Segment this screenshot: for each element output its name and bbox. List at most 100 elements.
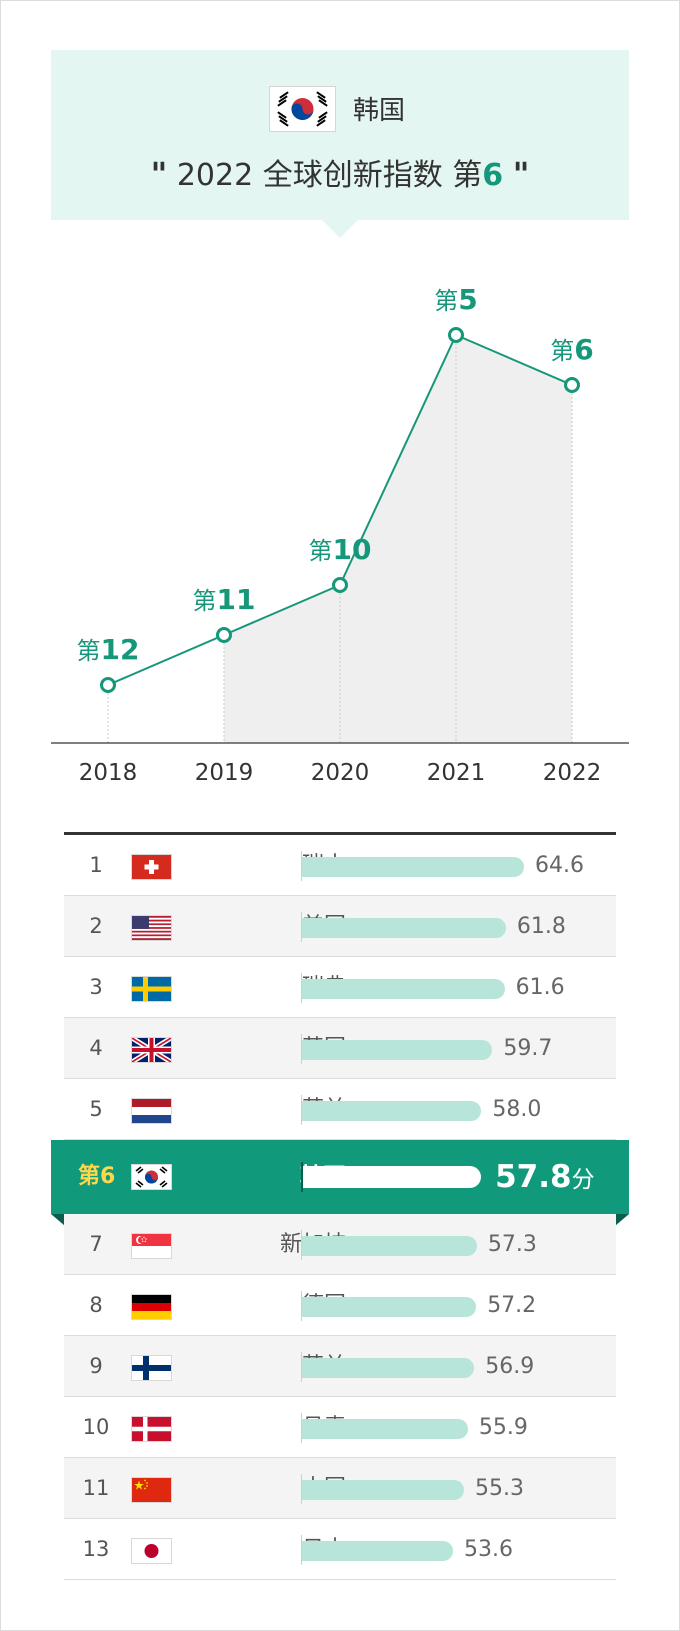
point-label-rank: 10 (333, 533, 372, 566)
point-label-prefix: 第 (434, 287, 458, 315)
row-rank: 4 (89, 1036, 103, 1060)
point-label-prefix: 第 (77, 637, 101, 665)
row-score: 57.3 (487, 1232, 537, 1257)
row-score-bar (302, 1541, 453, 1561)
row-rank: 9 (89, 1354, 103, 1378)
chart-area-fill (224, 335, 572, 743)
quote-open: " (150, 155, 168, 193)
header-pointer (322, 220, 358, 238)
row-bar-baseline (301, 912, 302, 942)
row-score: 64.6 (535, 853, 584, 878)
table-row: 2美国61.8 (64, 896, 616, 957)
x-tick-label: 2021 (427, 760, 486, 780)
row-score-bar (302, 918, 506, 938)
row-score: 55.3 (475, 1476, 524, 1501)
uk-flag-icon (131, 1037, 172, 1063)
row-rank: 10 (82, 1415, 110, 1439)
table-row: 10丹麦55.9 (64, 1397, 616, 1458)
point-label-prefix: 第 (550, 337, 574, 365)
row-score-bar (302, 1040, 493, 1060)
korea-flag-icon (131, 1164, 172, 1190)
switzerland-flag-icon (131, 854, 172, 880)
highlight-fold-left (51, 1214, 65, 1226)
point-label-rank: 12 (101, 633, 140, 666)
highlight-rank: 第6 (78, 1164, 116, 1189)
germany-flag-icon (131, 1294, 172, 1320)
row-score-bar (302, 1236, 477, 1256)
row-score: 56.9 (485, 1354, 535, 1379)
chart-point (332, 577, 348, 593)
x-tick-label: 2022 (543, 760, 602, 780)
usa-flag-icon (131, 915, 172, 941)
japan-flag-icon (131, 1538, 172, 1564)
row-score: 53.6 (464, 1537, 513, 1562)
table-row: 4 英国59.7 (64, 1018, 616, 1079)
row-rank: 3 (89, 975, 103, 999)
highlight-score: 57.8分 (495, 1140, 595, 1214)
highlight-score-bar (303, 1166, 482, 1188)
sweden-flag-icon (131, 976, 172, 1002)
chart-point (100, 677, 116, 693)
point-label-rank: 11 (217, 583, 256, 616)
row-score: 61.6 (515, 975, 565, 1000)
point-label-prefix: 第 (193, 587, 217, 615)
chart-point (564, 377, 580, 393)
row-score-bar (302, 1419, 468, 1439)
quote-close: " (512, 155, 530, 193)
denmark-flag-icon (131, 1416, 172, 1442)
country-title: 韩国 (353, 96, 406, 126)
row-score: 61.8 (516, 914, 566, 939)
row-score-bar (302, 1101, 482, 1121)
highlight-row-korea: 第6 韩国 57.8分 (51, 1140, 629, 1214)
korea-flag-icon (269, 86, 336, 132)
table-row: 13日本53.6 (64, 1519, 616, 1580)
table-row: 7 新加坡57.3 (64, 1214, 616, 1275)
row-bar-baseline (301, 1535, 302, 1565)
row-score-bar (302, 1480, 464, 1500)
x-tick-label: 2018 (79, 760, 138, 780)
row-score-bar (302, 1297, 477, 1317)
row-bar-baseline (301, 851, 302, 881)
table-row: 11 中国55.3 (64, 1458, 616, 1519)
ranking-table-top: 1瑞士64.62美国61.83瑞典61.64 英国59.75荷兰58.0 (64, 832, 616, 1140)
point-label-rank: 5 (458, 283, 477, 316)
row-bar-baseline (301, 1474, 302, 1504)
row-score: 59.7 (503, 1036, 553, 1061)
row-score-bar (302, 1358, 475, 1378)
finland-flag-icon (131, 1355, 172, 1381)
row-rank: 11 (82, 1476, 110, 1500)
table-row: 3瑞典61.6 (64, 957, 616, 1018)
chart-point-label: 第11 (193, 583, 256, 616)
row-score: 57.2 (487, 1293, 537, 1318)
netherlands-flag-icon (131, 1098, 172, 1124)
row-bar-baseline (301, 1352, 302, 1382)
china-flag-icon (131, 1477, 172, 1503)
row-rank: 8 (89, 1293, 103, 1317)
table-row: 5荷兰58.0 (64, 1079, 616, 1140)
row-bar-baseline (301, 1095, 302, 1125)
point-label-prefix: 第 (309, 537, 333, 565)
singapore-flag-icon (131, 1233, 172, 1259)
row-rank: 1 (89, 853, 103, 877)
highlight-score-unit: 分 (571, 1167, 595, 1193)
ranking-table-bottom: 7 新加坡57.38德国57.29芬兰56.910丹麦55.911 中国55.3… (64, 1214, 616, 1580)
row-rank: 2 (89, 914, 103, 938)
chart-point (448, 327, 464, 343)
row-score: 58.0 (492, 1097, 542, 1122)
row-score-bar (302, 979, 505, 999)
row-bar-baseline (301, 973, 302, 1003)
row-bar-baseline (301, 1291, 302, 1321)
headline-text: 2022 全球创新指数 第 (176, 158, 483, 193)
x-tick-label: 2019 (195, 760, 254, 780)
table-row: 8德国57.2 (64, 1275, 616, 1336)
chart-point-label: 第5 (434, 283, 477, 316)
headline-rank: 6 (482, 158, 504, 193)
row-rank: 5 (89, 1097, 103, 1121)
row-score: 55.9 (478, 1415, 528, 1440)
point-label-rank: 6 (574, 333, 593, 366)
chart-point-label: 第6 (550, 333, 593, 366)
table-row: 1瑞士64.6 (64, 835, 616, 896)
chart-point (216, 627, 232, 643)
highlight-score-value: 57.8 (495, 1159, 572, 1195)
